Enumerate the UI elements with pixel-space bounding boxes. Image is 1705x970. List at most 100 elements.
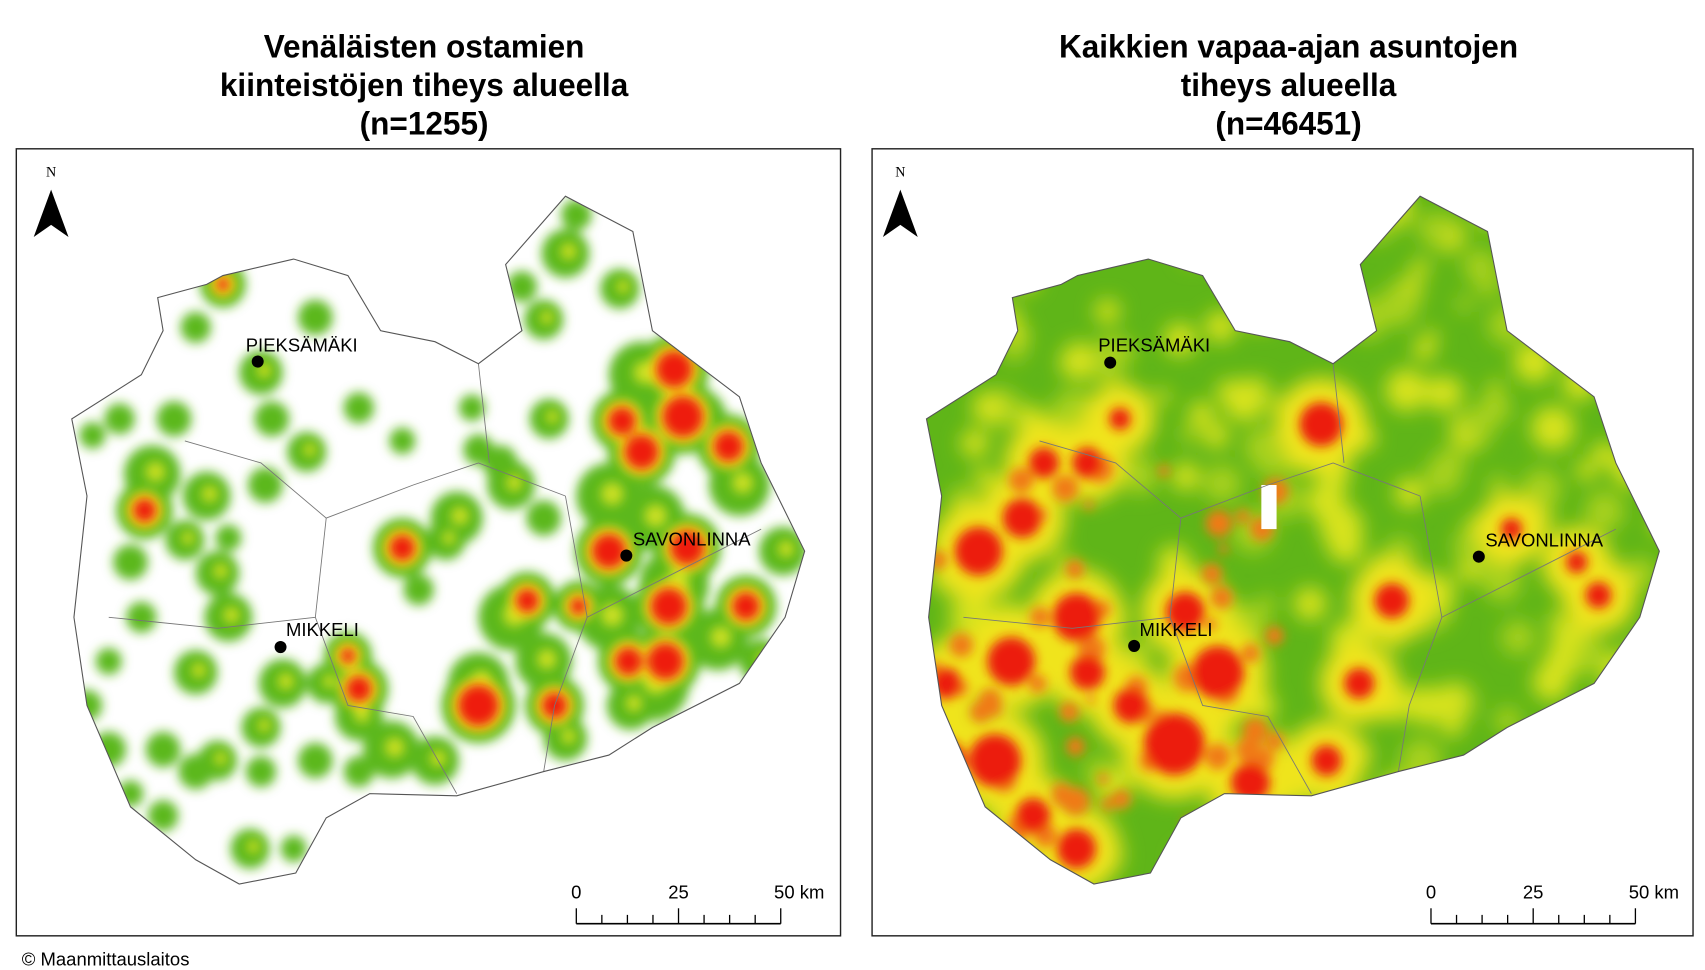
density-blob [650,587,688,625]
density-blob [95,648,122,675]
density-blob [1463,249,1497,284]
density-blob [1565,551,1588,574]
density-blob [191,662,207,678]
density-blob [1201,563,1222,585]
density-blob [429,749,447,767]
density-blob [1265,626,1284,646]
density-blob [201,485,219,503]
density-blob [1072,447,1103,479]
density-blob [1191,645,1244,699]
density-blob [600,482,624,506]
density-blob [1548,613,1565,630]
density-blob [384,737,405,758]
density-blob [526,500,562,536]
density-blob [949,633,973,658]
density-blob [1203,464,1241,503]
density-blob [540,310,554,325]
density-blob [1460,407,1495,442]
region-outline [71,195,806,885]
city-label: MIKKELI [286,619,359,640]
map-title: (n=46451) [1215,105,1361,141]
density-blob [1008,467,1034,493]
density-blob [156,401,192,437]
density-blob [1086,694,1096,704]
density-blob [280,835,307,862]
density-blob [1002,498,1042,538]
density-blob [1242,717,1268,744]
density-blob [614,647,643,676]
municipal-border [108,616,316,629]
municipal-border [478,363,490,464]
density-blob [972,391,1004,424]
density-blob [1210,586,1233,609]
density-blob [213,563,229,579]
density-blob [1440,714,1464,737]
north-arrow [882,189,918,237]
density-blob [1377,284,1419,327]
density-blob [1204,743,1231,770]
density-blob [1227,406,1242,420]
density-blob [303,442,317,457]
density-blob [1501,620,1535,655]
density-blob [1311,745,1342,776]
city-dot [251,355,264,368]
density-blob [1066,737,1085,756]
density-blob [1483,563,1521,602]
density-blob [1056,828,1097,869]
density-blob [1455,295,1473,313]
density-blob [625,694,643,712]
density-blob [1205,510,1233,537]
density-blob [1180,424,1200,444]
region-outline [925,195,1660,885]
density-blob [1488,379,1503,394]
density-blob [1028,674,1047,693]
scale-label: 25 [1523,881,1544,902]
density-blob [215,524,242,552]
municipal-border [963,616,1171,629]
density-blob [1165,591,1205,632]
municipal-border [1332,363,1345,464]
density-blob [1299,402,1343,447]
density-blob [1384,639,1399,654]
density-blob [1306,481,1347,522]
density-blob [646,642,684,681]
density-blob [1522,468,1562,509]
density-blob [257,718,272,733]
city-dot [1128,639,1141,652]
density-blob [1059,350,1087,378]
density-blob [1487,474,1509,496]
map-title: kiinteistöjen tiheys alueella [220,67,629,103]
municipal-border [543,495,588,772]
density-blob [1113,687,1149,724]
density-blob [1059,702,1079,722]
scale-label: 50 km [774,881,824,902]
city-label: SAVONLINNA [633,529,751,550]
north-label: N [895,164,905,180]
density-blob [1584,491,1625,532]
density-blob [1210,325,1224,339]
density-blob [1052,475,1079,502]
city-dot [620,549,633,562]
density-blob [145,731,181,768]
density-red [132,277,761,727]
city-label: MIKKELI [1140,619,1213,640]
density-blob [216,277,230,291]
map-title: (n=1255) [360,105,489,141]
density-blob [1343,667,1375,699]
density-blob [213,751,228,766]
north-arrow [33,189,69,237]
density-blob [1028,447,1060,479]
density-blob [132,498,157,523]
density-blob [147,800,179,832]
density-blob [777,540,795,558]
density-blob [79,422,106,449]
density-blob [515,588,540,613]
density-blob [1163,322,1197,356]
density-blob [1218,544,1229,555]
density-blob [1235,509,1250,524]
density-blob [1433,447,1466,480]
density-blob [987,637,1036,686]
